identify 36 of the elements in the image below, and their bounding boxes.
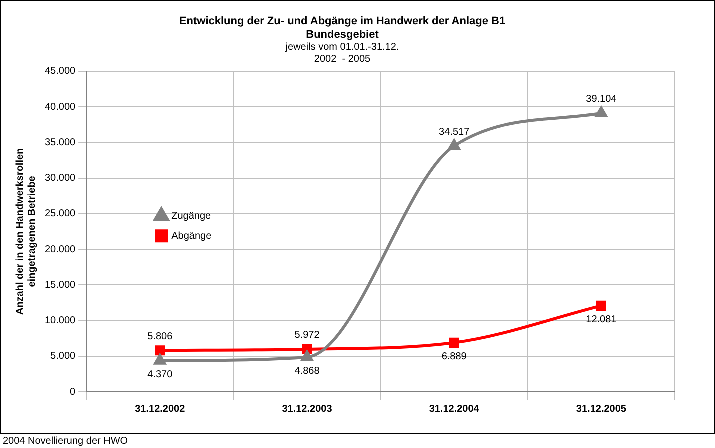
legend-label: Zugänge — [172, 210, 212, 222]
point — [154, 354, 166, 365]
data-label: 4.370 — [148, 370, 174, 381]
y-tick-label: 0 — [70, 386, 76, 398]
data-label: 5.806 — [148, 331, 174, 342]
data-label: 4.868 — [294, 366, 320, 378]
point — [596, 106, 608, 118]
y-tick-label: 10.000 — [44, 316, 76, 327]
point — [448, 140, 460, 150]
data-label: 6.889 — [442, 352, 468, 363]
chart-title: Entwicklung der Zu- und Abgänge im Handwerk der Anlage B1 Bundesgebiet — [179, 16, 506, 41]
y-tick-label: 45.000 — [44, 66, 76, 78]
x-tick-label: 31.12.2003 — [282, 404, 333, 415]
x-tick-label: 31.12.2004 — [429, 404, 480, 415]
x-tick-label: 31.12.2002 — [135, 404, 186, 415]
y-tick-label: 35.000 — [44, 137, 76, 148]
y-tick-label: 5.000 — [50, 351, 76, 362]
data-label: 5.972 — [294, 330, 320, 342]
point — [155, 346, 166, 356]
y-tick-label: 20.000 — [44, 244, 76, 256]
data-label: 12.081 — [586, 314, 618, 326]
y-tick-label: 40.000 — [44, 102, 76, 113]
data-label: 34.517 — [439, 126, 470, 138]
legend-label: Abgänge — [172, 230, 212, 242]
text: 2004 Novellierung der HWO — [3, 436, 128, 447]
y-axis-title: Anzahl der in den Handwerksrollen eingetragenen Betriebe — [14, 148, 38, 316]
point — [301, 350, 314, 362]
point — [302, 344, 312, 354]
data-label: 39.104 — [586, 94, 618, 106]
x-tick-label: 31.12.2005 — [576, 404, 627, 415]
y-tick-label: 25.000 — [44, 208, 76, 220]
y-tick-label: 30.000 — [44, 173, 76, 184]
point — [596, 300, 606, 311]
y-tick-label: 15.000 — [44, 280, 76, 291]
chart-subtitle: jeweils vom 01.01.-31.12. 2002 - 2005 — [284, 42, 400, 66]
point — [449, 338, 460, 348]
